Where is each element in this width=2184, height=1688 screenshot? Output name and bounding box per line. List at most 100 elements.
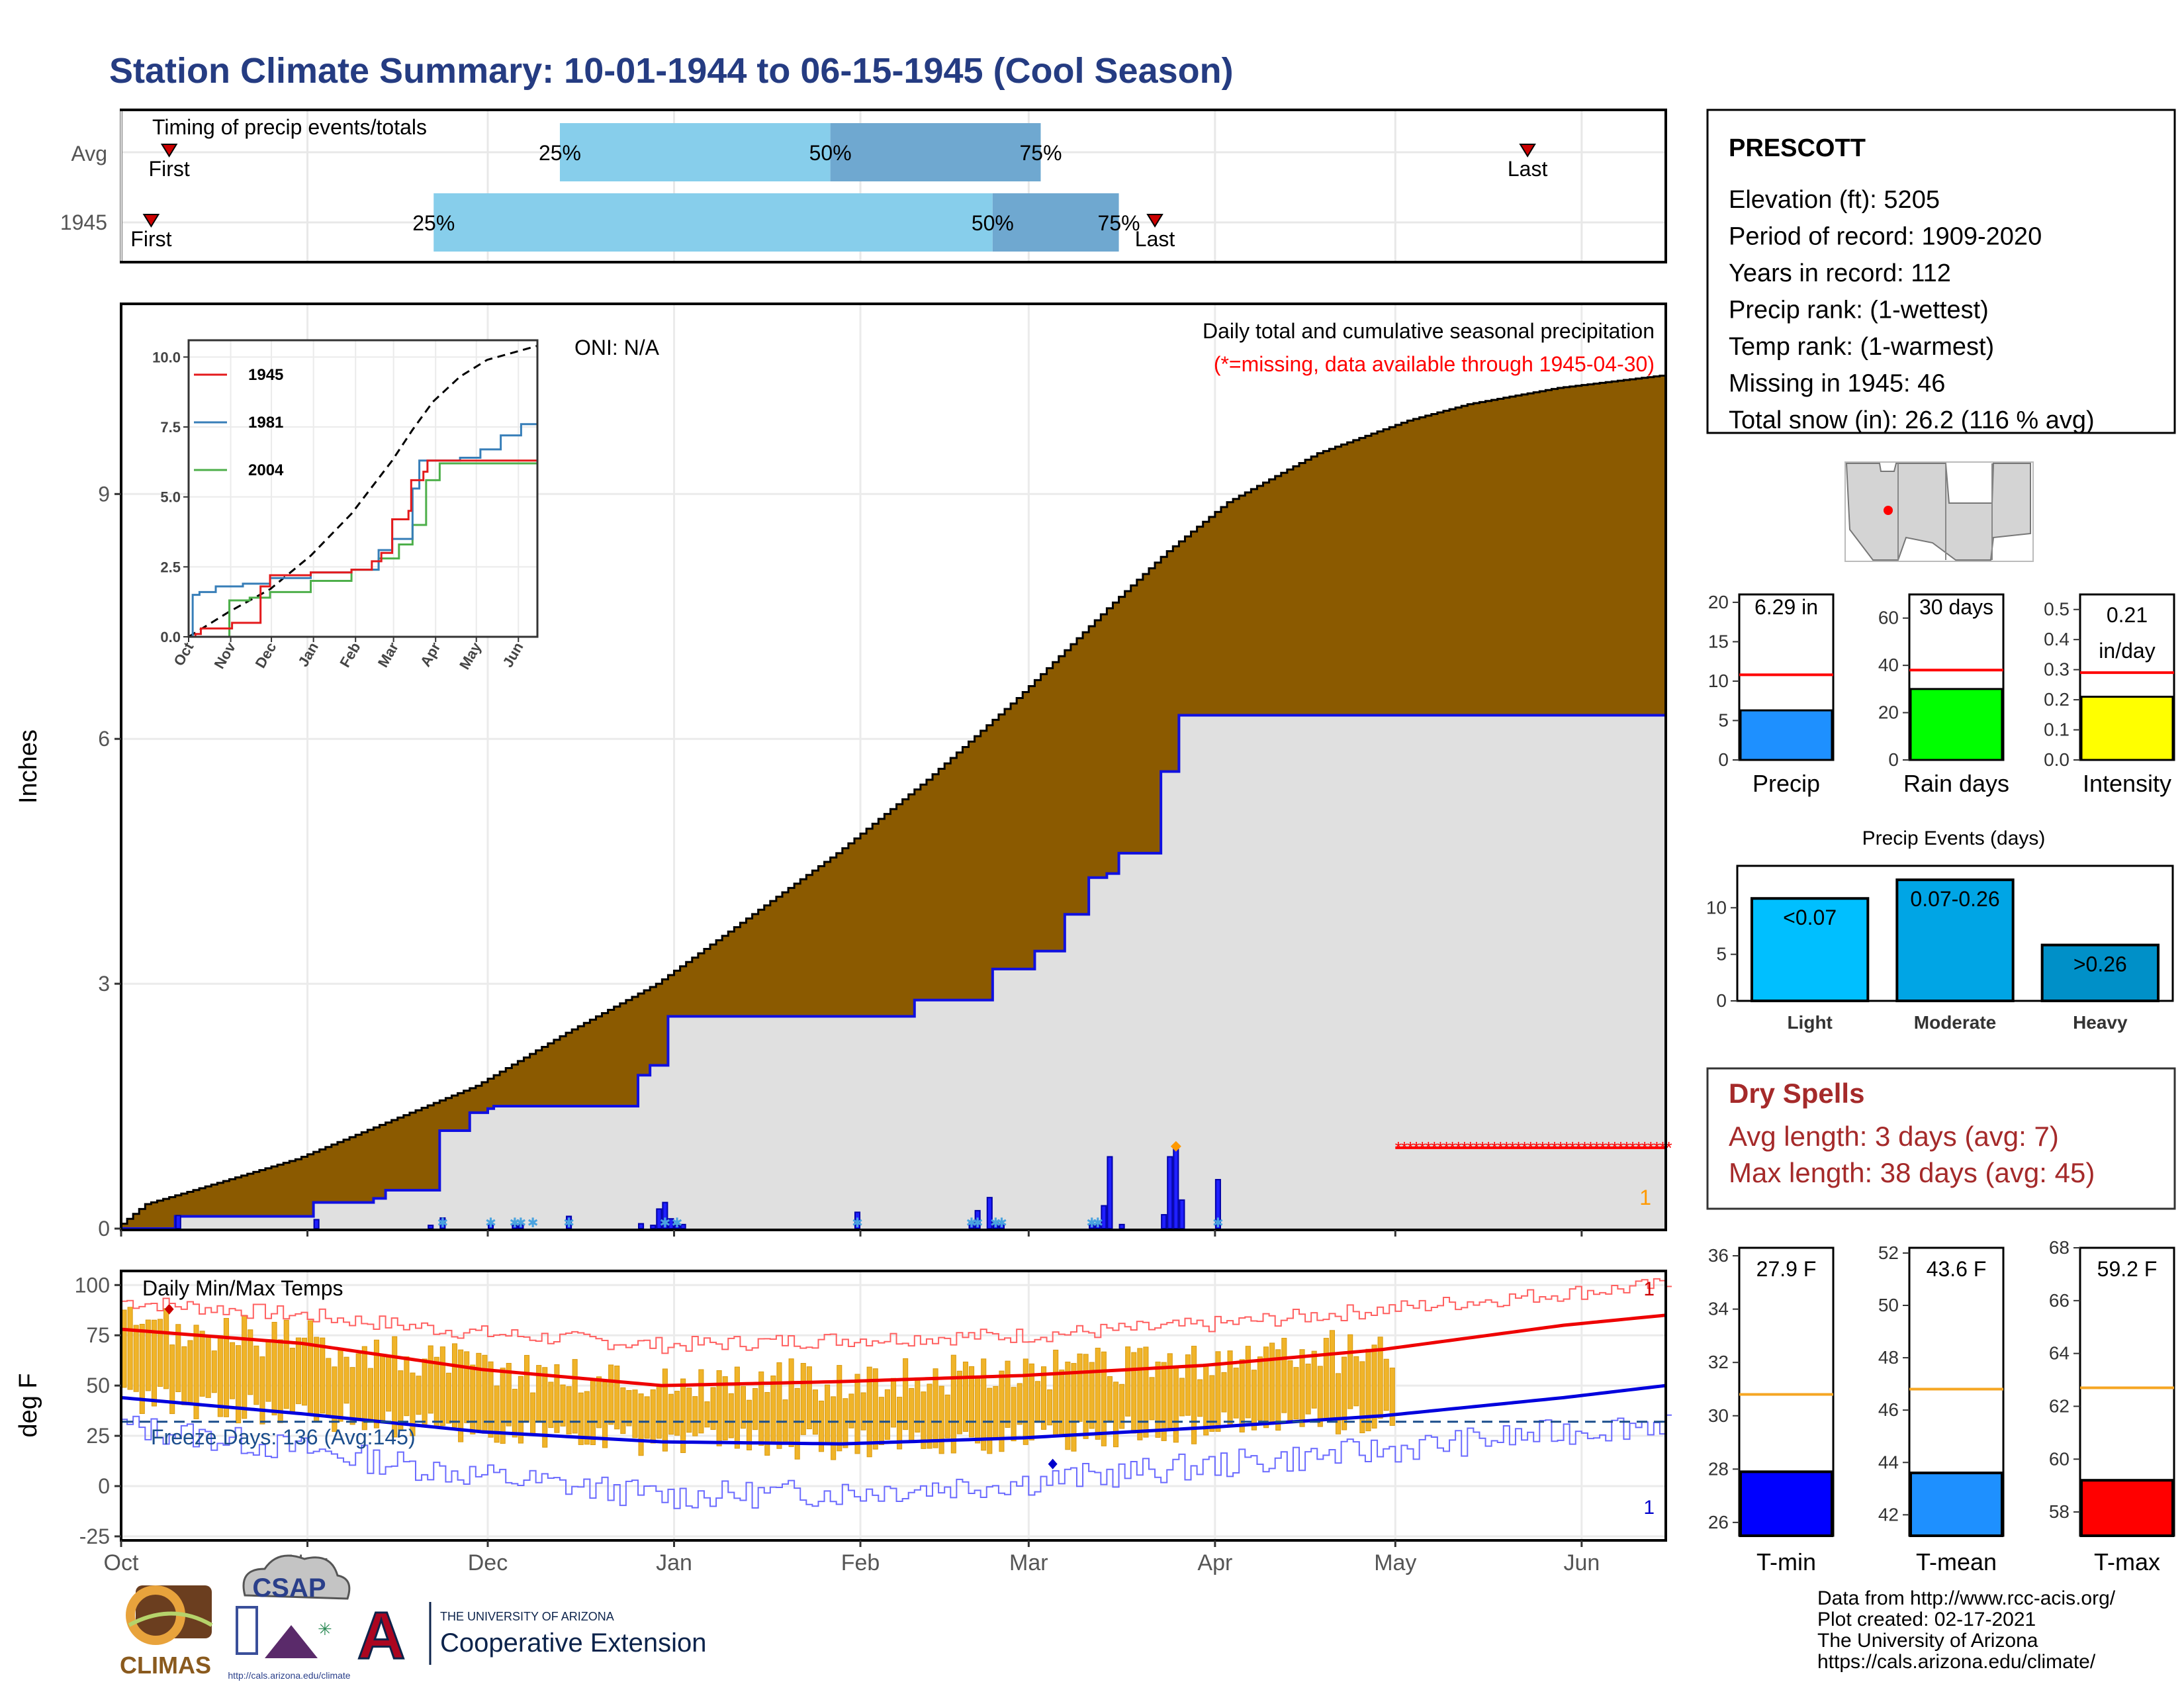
daily-temp-bar [650,1389,656,1444]
temp-summary-bars: 26 28 30 32 34 36 27.9 F T-min 42 44 46 48 50 52 43.6 … [1708,1237,2175,1575]
daily-temp-bar [981,1358,987,1451]
daily-temp-bar [1299,1349,1305,1427]
daily-temp-bar [1305,1364,1311,1415]
daily-temp-bar [1041,1366,1047,1430]
oni-label: ONI: N/A [574,336,660,359]
daily-temp-bar [842,1398,848,1448]
daily-temp-bar [1119,1383,1125,1429]
temp-y-tick-label: -25 [79,1524,110,1548]
daily-temp-bar [794,1387,800,1460]
csap-logo-text: CSAP [252,1573,326,1603]
daily-temp-bar [229,1342,236,1399]
timing-title: Timing of precip events/totals [152,115,427,139]
precip-y-label: Inches [15,729,42,804]
daily-temp-bar [193,1325,199,1419]
daily-temp-bar [223,1318,229,1417]
missing-marker-icon: * [1659,1138,1666,1158]
mini-bar-tick-label: 0.3 [2044,659,2070,680]
daily-temp-bar [969,1366,975,1438]
snow-marker-icon: ✱ [972,1216,983,1231]
daily-temp-bar [157,1319,163,1387]
temp-summary-bar [2080,1479,2174,1537]
daily-temp-bar [349,1367,355,1425]
daily-temp-bar [1336,1373,1342,1434]
daily-temp-bar [554,1364,560,1433]
daily-temp-bar [740,1385,746,1429]
daily-temp-bar [1245,1346,1251,1419]
daily-temp-bar [1317,1366,1323,1427]
daily-temp-bar [854,1374,860,1454]
snow-marker-icon: ✱ [1212,1216,1224,1231]
daily-temp-bar [788,1358,794,1447]
station-info-frame [1706,109,2176,434]
snow-marker-icon: ✱ [509,1216,520,1231]
daily-temp-bar [242,1315,248,1419]
month-label: Apr [1197,1550,1232,1575]
daily-temp-bar [927,1383,933,1449]
timing-panel: Timing of precip events/totals 25% 50% 75%… [60,109,1667,263]
precip-events-bars: <0.07 Light 0.07-0.26 Moderate >0.26 Heavy 0 5 1… [1706,865,2174,1033]
missing-marker-icon: * [1593,1138,1600,1158]
daily-temp-bar [812,1389,818,1435]
mini-bar-tick-label: 0.5 [2044,599,2070,620]
daily-precip-bar [1118,1223,1125,1229]
mini-bar-tick-label: 20 [1708,592,1729,612]
temp-count-top: 1 [1643,1278,1655,1300]
missing-marker-icon: * [1653,1138,1660,1158]
daily-temp-bar [211,1350,217,1393]
daily-temp-bar [343,1356,349,1404]
mini-bar-tick-label: 15 [1708,631,1729,651]
month-label: Oct [104,1550,139,1575]
daily-temp-bar [1377,1336,1383,1419]
daily-temp-bar [722,1376,728,1440]
daily-temp-bar [271,1321,277,1416]
daily-temp-bar [326,1358,332,1417]
daily-temp-bar [1143,1346,1149,1438]
snow-markers: ✱ ✱ ✱✱ ✱ ✱ ✱ ✱✱ ✱✱ ✱✱ ✱✱ ✱ [437,1216,1223,1231]
daily-temp-bar [236,1345,242,1424]
footer-line: Data from http://www.rcc-acis.org/ [1817,1587,2116,1609]
inset-legend-label: 1945 [248,366,283,384]
daily-temp-bar [752,1387,758,1430]
daily-temp-bar [217,1335,223,1417]
daily-temp-bar [1149,1377,1155,1421]
daily-temp-bar [355,1353,361,1420]
timing-bar-lower [559,123,831,181]
missing-marker-icon: * [1617,1138,1624,1158]
daily-temp-bar [494,1385,500,1443]
station-info-line: Period of record: 1909-2020 [1729,223,2042,251]
daily-temp-bar [308,1320,314,1416]
daily-temp-bar [758,1371,764,1446]
timing-last-label: Last [1508,157,1548,181]
temp-summary-tick-label: 36 [1708,1245,1729,1266]
daily-temp-bar [668,1393,674,1435]
snow-marker-icon: ✱ [563,1216,574,1231]
daily-temp-bar [295,1337,301,1405]
max-precip-marker-icon [1170,1141,1181,1152]
daily-temp-bar [1005,1360,1011,1428]
temp-y-tick-label: 100 [75,1273,110,1297]
station-info-line: Total snow (in): 26.2 (116 % avg) [1729,406,2095,434]
temp-summary-category-label: T-max [2094,1548,2160,1575]
events-category-label: Heavy [2073,1012,2128,1033]
daily-temp-bar [422,1358,428,1425]
daily-temp-bar [205,1336,211,1398]
daily-temp-bar [1083,1354,1089,1439]
daily-temp-bar [1197,1379,1203,1417]
precip-panel-subtitle: (*=missing, data available through 1945-… [1214,352,1655,376]
daily-temp-bar [806,1366,812,1430]
inset-series-1981 [189,418,539,638]
dry-spells-box: Dry Spells Avg length: 3 days (avg: 7) M… [1706,1067,2176,1210]
avg-min-line [120,1383,1666,1446]
daily-temp-bar [956,1370,962,1434]
mini-bar-tick-label: 5 [1718,710,1729,730]
daily-temp-bar [1113,1382,1119,1448]
daily-temp-bar [566,1386,572,1434]
events-bar-label: <0.07 [1783,906,1837,929]
events-category-label: Light [1787,1012,1832,1033]
daily-temp-bar [410,1372,416,1436]
timing-q25-label: 25% [539,141,581,165]
missing-marker-icon: * [1612,1138,1618,1158]
daily-temp-bar [626,1389,632,1427]
